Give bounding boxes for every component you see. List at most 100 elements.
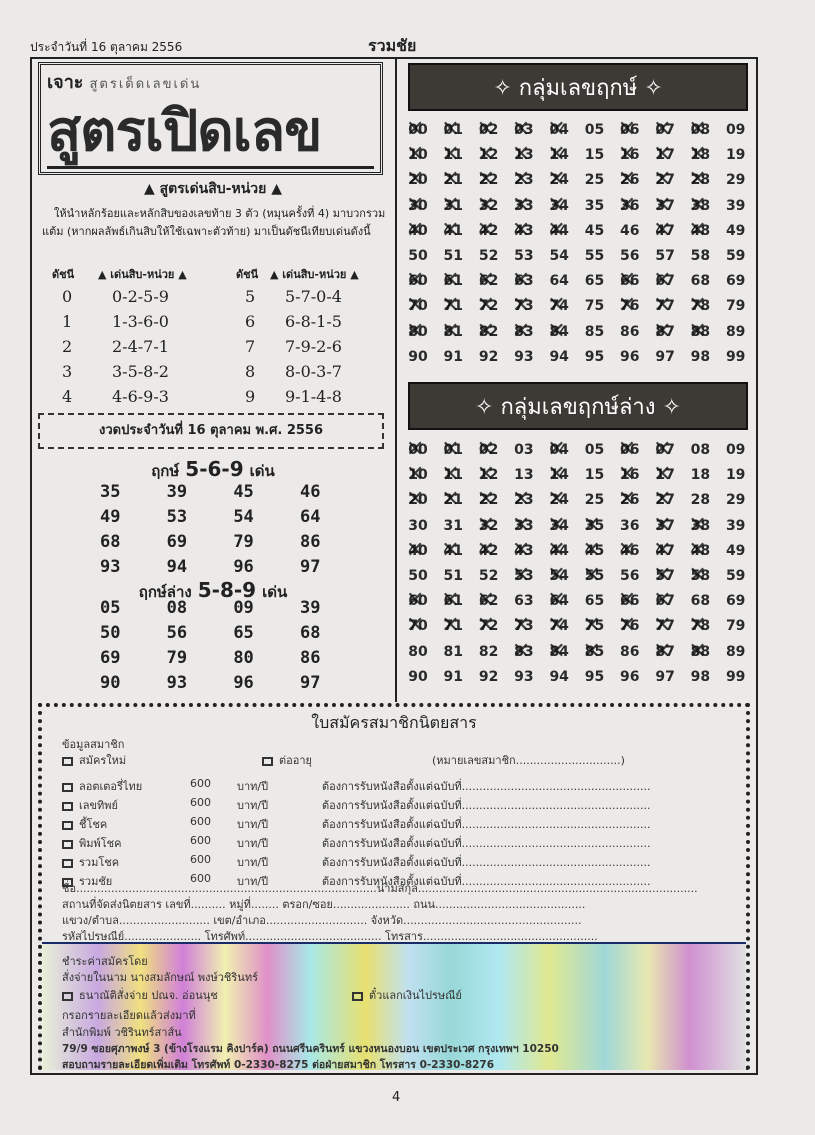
lucky-number: 79 bbox=[166, 648, 188, 668]
start-issue-field[interactable]: ต้องการรับหนังสือตั้งแต่ฉบับที่.........… bbox=[322, 856, 651, 869]
price-unit: บาท/ปี bbox=[237, 837, 269, 850]
crossed-number: 88 bbox=[685, 319, 715, 344]
lucky-number: 68 bbox=[100, 532, 121, 552]
checkbox[interactable] bbox=[62, 858, 73, 868]
crossed-number: 16 bbox=[615, 462, 645, 487]
number-cell: 98 bbox=[690, 348, 711, 365]
subscription-option[interactable]: รวมโชค bbox=[62, 853, 119, 871]
member-number-field[interactable]: (หมายเลขสมาชิก..........................… bbox=[432, 754, 625, 767]
address-field[interactable]: ชื่อ....................................… bbox=[62, 882, 698, 895]
crossed-number: 12 bbox=[474, 462, 504, 487]
subscription-option[interactable]: เลขทิพย์ bbox=[62, 796, 118, 814]
lucky-number-row: 69 79 80 86 bbox=[100, 648, 340, 668]
crossed-number: 10 bbox=[403, 462, 433, 487]
magazine-name: ลอตเตอรี่ไทย bbox=[79, 780, 143, 793]
pay-option-money-order[interactable]: ธนาณัติสั่งจ่าย ปณจ. อ่อนนุช bbox=[62, 986, 218, 1004]
number-cell: 80 bbox=[408, 643, 428, 660]
checkbox[interactable] bbox=[62, 820, 73, 830]
crossed-number: 74 bbox=[544, 293, 574, 318]
lucky-number: 05 bbox=[100, 598, 121, 618]
crossed-number: 13 bbox=[509, 142, 539, 167]
number-cell: 63 bbox=[514, 593, 534, 610]
address-field[interactable]: แขวง/ตำบล.......................... เขต/… bbox=[62, 914, 582, 927]
crossed-number: 42 bbox=[474, 538, 504, 563]
crossed-number: 04 bbox=[544, 437, 574, 462]
number-cell: 46 bbox=[620, 222, 640, 239]
crossed-number: 23 bbox=[509, 167, 539, 192]
number-cell: 89 bbox=[725, 323, 746, 340]
price-unit: บาท/ปี bbox=[237, 875, 269, 888]
checkbox[interactable] bbox=[62, 877, 73, 887]
subscription-option[interactable]: พิมพ์โชค bbox=[62, 834, 122, 852]
crossed-number: 03 bbox=[509, 117, 539, 142]
crossed-number: 12 bbox=[474, 142, 504, 167]
start-issue-field[interactable]: ต้องการรับหนังสือตั้งแต่ฉบับที่.........… bbox=[322, 837, 651, 850]
lucky-number: 65 bbox=[233, 623, 254, 643]
number-cell: 86 bbox=[620, 643, 640, 660]
crossed-number: 76 bbox=[615, 613, 645, 638]
payment-section: ชำระค่าสมัครโดย สั่งจ่ายในนาม นางสมลักษณ… bbox=[42, 942, 746, 1071]
checkbox[interactable] bbox=[62, 756, 73, 766]
address-field[interactable]: สถานที่จัดส่งนิตยสาร เลขที่.......... หม… bbox=[62, 898, 586, 911]
crossed-number: 37 bbox=[650, 513, 680, 538]
crossed-number: 41 bbox=[438, 218, 468, 243]
checkbox[interactable] bbox=[62, 782, 73, 792]
contact-info: สอบถามรายละเอียดเพิ่มเติม โทรศัพท์ 0-233… bbox=[62, 1059, 495, 1071]
table-index: 3 bbox=[62, 362, 73, 381]
start-issue-field[interactable]: ต้องการรับหนังสือตั้งแต่ฉบับที่.........… bbox=[322, 818, 651, 831]
crossed-number: 47 bbox=[650, 218, 680, 243]
crossed-number: 61 bbox=[438, 588, 468, 613]
crossed-number: 43 bbox=[509, 218, 539, 243]
number-cell: 85 bbox=[584, 323, 605, 340]
number-cell: 81 bbox=[443, 643, 464, 660]
renew-option[interactable]: ต่ออายุ bbox=[262, 751, 312, 769]
checkbox[interactable] bbox=[262, 756, 273, 766]
crossed-number: 72 bbox=[474, 293, 504, 318]
number-cell: 39 bbox=[725, 517, 746, 534]
crossed-number: 40 bbox=[403, 538, 433, 563]
crossed-number: 48 bbox=[685, 538, 715, 563]
number-cell: 95 bbox=[584, 348, 605, 365]
crossed-number: 60 bbox=[403, 268, 433, 293]
table-index: 9 bbox=[245, 387, 256, 406]
table-index: 7 bbox=[245, 337, 256, 356]
number-cell: 54 bbox=[549, 248, 569, 264]
start-issue-field[interactable]: ต้องการรับหนังสือตั้งแต่ฉบับที่.........… bbox=[322, 875, 651, 888]
pay-option-postal-order[interactable]: ตั๋วแลกเงินไปรษณีย์ bbox=[352, 986, 462, 1004]
crossed-number: 71 bbox=[438, 613, 468, 638]
number-cell: 19 bbox=[725, 147, 746, 164]
checkbox[interactable] bbox=[62, 801, 73, 811]
checkbox[interactable] bbox=[62, 839, 73, 849]
number-cell: 56 bbox=[620, 568, 640, 584]
grid-lower-header: ✧ กลุ่มเลขฤกษ์ล่าง ✧ bbox=[408, 382, 748, 430]
table-header-value: ▲ เด่นสิบ-หน่วย ▲ bbox=[270, 268, 359, 281]
crossed-number: 47 bbox=[650, 538, 680, 563]
number-cell: 29 bbox=[725, 172, 746, 189]
price-unit: บาท/ปี bbox=[237, 780, 269, 793]
number-cell: 51 bbox=[443, 248, 464, 264]
subscription-option[interactable]: รวมชัย bbox=[62, 872, 112, 890]
subscription-option[interactable]: ลอตเตอรี่ไทย bbox=[62, 777, 142, 795]
number-cell: 52 bbox=[478, 248, 499, 264]
lucky-number: 69 bbox=[166, 532, 188, 552]
crossed-number: 67 bbox=[650, 588, 680, 613]
number-cell: 05 bbox=[584, 122, 605, 138]
start-issue-field[interactable]: ต้องการรับหนังสือตั้งแต่ฉบับที่.........… bbox=[322, 799, 651, 812]
send-instruction: กรอกรายละเอียดแล้วส่งมาที่ bbox=[62, 1009, 196, 1022]
crossed-number: 48 bbox=[685, 218, 715, 243]
number-cell: 82 bbox=[478, 643, 499, 660]
price-unit: บาท/ปี bbox=[237, 818, 269, 831]
crossed-number: 37 bbox=[650, 193, 680, 218]
address-field[interactable]: รหัสไปรษณีย์...................... โทรศั… bbox=[62, 930, 598, 943]
checkbox[interactable] bbox=[62, 991, 73, 1001]
number-cell: 25 bbox=[584, 172, 605, 189]
start-issue-field[interactable]: ต้องการรับหนังสือตั้งแต่ฉบับที่.........… bbox=[322, 780, 651, 793]
crossed-number: 20 bbox=[403, 167, 433, 192]
lucky-number: 93 bbox=[100, 557, 121, 577]
checkbox[interactable] bbox=[352, 991, 363, 1001]
crossed-number: 62 bbox=[474, 268, 504, 293]
new-member-option[interactable]: สมัครใหม่ bbox=[62, 751, 126, 769]
number-cell: 35 bbox=[584, 197, 605, 214]
grid-upper-header: ✧ กลุ่มเลขฤกษ์ ✧ bbox=[408, 63, 748, 111]
subscription-option[interactable]: ชี้โชค bbox=[62, 815, 107, 833]
